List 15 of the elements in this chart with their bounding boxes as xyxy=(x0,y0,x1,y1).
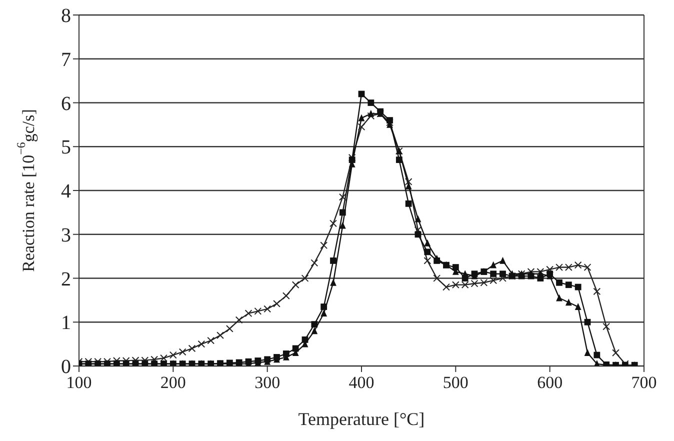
x-tick-label: 700 xyxy=(631,373,657,392)
x-tick-label: 400 xyxy=(348,373,374,392)
x-tick-label: 600 xyxy=(537,373,563,392)
y-tick-label: 5 xyxy=(61,136,71,159)
x-tick-label: 500 xyxy=(442,373,468,392)
y-tick-label: 3 xyxy=(61,224,71,246)
y-tick-label: 4 xyxy=(61,180,71,203)
y-tick-label: 2 xyxy=(61,268,71,290)
x-tick-label: 300 xyxy=(254,373,280,392)
y-tick-label: 1 xyxy=(61,312,71,334)
x-tick-label: 200 xyxy=(160,373,186,392)
x-axis-title: Temperature [°C] xyxy=(298,409,425,429)
y-tick-label: 7 xyxy=(61,48,71,71)
y-tick-label: 8 xyxy=(61,5,71,28)
y-tick-label: 6 xyxy=(61,92,71,115)
